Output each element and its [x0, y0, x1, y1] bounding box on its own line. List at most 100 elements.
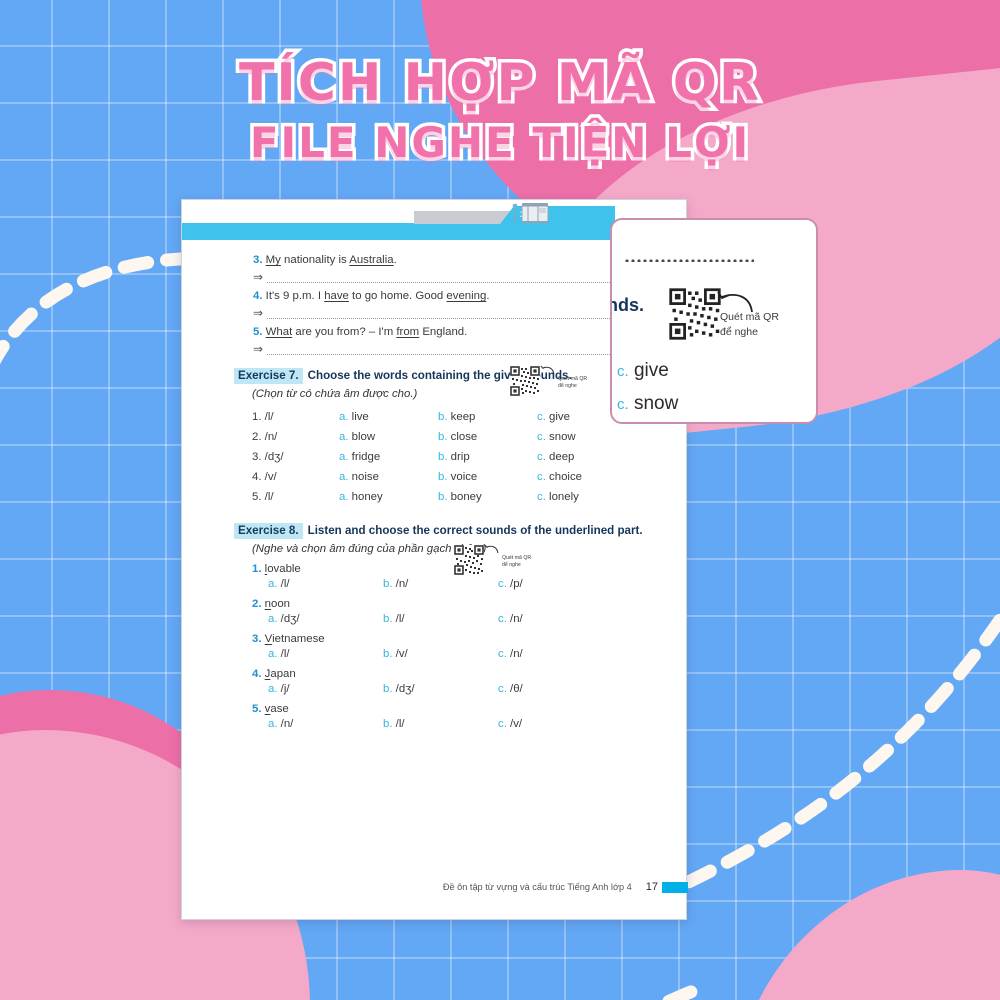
- question-number: 3.: [253, 254, 263, 266]
- option-c[interactable]: c. snow: [537, 431, 576, 443]
- option-c[interactable]: c. lonely: [537, 491, 579, 503]
- arrow-icon: ⇒: [253, 342, 264, 356]
- magnified-dotted-line: [624, 258, 754, 262]
- magnified-option-2-letter: c.: [617, 396, 629, 413]
- qr-code-icon[interactable]: [510, 366, 540, 396]
- qr-caption-line-1: Quét mã QR: [558, 376, 588, 382]
- q4-part-5: .: [486, 290, 490, 302]
- qr-caption-line-2: để nghe: [558, 383, 577, 389]
- option-a[interactable]: a. /l/: [268, 648, 290, 660]
- option-b[interactable]: b. /n/: [383, 578, 409, 590]
- exercise-8-badge: Exercise 8.: [234, 523, 303, 539]
- table-row: 4. /v/ a. noise b. voice c. choice: [252, 467, 688, 487]
- exercise-7-heading: Exercise 7. Choose the words containing …: [182, 368, 688, 384]
- exercise-7-subtitle: (Chọn từ có chứa âm được cho.): [252, 388, 418, 400]
- option-b[interactable]: b. close: [438, 431, 478, 443]
- list-item: 1. lovable: [252, 563, 301, 575]
- exercise-8-heading: Exercise 8. Listen and choose the correc…: [182, 523, 688, 539]
- dotted-answer-line[interactable]: [267, 308, 618, 319]
- curved-arrow-icon: [484, 544, 499, 554]
- option-b[interactable]: b. keep: [438, 411, 476, 423]
- option-a[interactable]: a. blow: [339, 431, 376, 443]
- option-b[interactable]: b. voice: [438, 471, 478, 483]
- option-a[interactable]: a. /n/: [268, 718, 294, 730]
- option-c[interactable]: c. /n/: [498, 648, 523, 660]
- option-b[interactable]: b. /dʒ/: [383, 683, 415, 695]
- banner-grey-strip: [414, 211, 524, 224]
- q3-part-4: .: [393, 254, 397, 266]
- option-a[interactable]: a. fridge: [339, 451, 381, 463]
- row-index: 4. /v/: [252, 471, 277, 483]
- row-index: 1. /l/: [252, 411, 274, 423]
- option-c[interactable]: c. choice: [537, 471, 582, 483]
- magnified-option-1-word: give: [633, 360, 669, 381]
- magnified-sounds-text: nds.: [610, 295, 645, 315]
- option-row: a. /l/ b. /n/ c. /p/: [182, 578, 688, 590]
- table-row: 2. /n/ a. blow b. close c. snow: [252, 427, 688, 447]
- answer-blank-row[interactable]: ⇒: [182, 343, 688, 355]
- dashed-curve-left-icon: [0, 251, 277, 365]
- magnified-option-1[interactable]: c. give: [617, 360, 669, 382]
- question-number: 4.: [253, 290, 263, 302]
- option-c[interactable]: c. /v/: [498, 718, 523, 730]
- q3-part-1: My: [265, 254, 281, 266]
- magnified-option-2[interactable]: c. snow: [617, 393, 678, 415]
- option-a[interactable]: a. live: [339, 411, 369, 423]
- exercise-8-subtitle: (Nghe và chọn âm đúng của phần gạch chân…: [252, 543, 487, 555]
- q4-part-1: It's 9 p.m. I: [265, 290, 325, 302]
- question-line: 5. What are you from? – I'm from England…: [182, 324, 688, 340]
- underlined-letter: V: [264, 633, 273, 645]
- option-c[interactable]: c. give: [537, 411, 570, 423]
- magnified-qr-caption: Quét mã QR để nghe: [720, 310, 779, 340]
- page-footer: Đề ôn tập từ vựng và cấu trúc Tiếng Anh …: [182, 881, 688, 893]
- option-b[interactable]: b. /l/: [383, 718, 405, 730]
- exercise-7-title: Choose the words containing the given so…: [307, 369, 572, 382]
- magnifier-popup[interactable]: nds.: [610, 218, 818, 424]
- option-b[interactable]: b. /l/: [383, 613, 405, 625]
- dashed-curve-right-icon: [660, 613, 1000, 1000]
- q5-part-2: are you from? – I'm: [292, 326, 397, 338]
- qr-code-icon[interactable]: [454, 545, 484, 575]
- option-a[interactable]: a. honey: [339, 491, 383, 503]
- dotted-answer-line[interactable]: [267, 344, 618, 355]
- question-line: 3. My nationality is Australia.: [182, 252, 688, 268]
- magnified-option-1-letter: c.: [617, 363, 629, 380]
- q4-part-3: to go home. Good: [348, 290, 447, 302]
- exercise-8-qr-caption: Quét mã QR để nghe: [502, 545, 531, 569]
- dotted-answer-line[interactable]: [267, 272, 618, 283]
- option-c[interactable]: c. /p/: [498, 578, 523, 590]
- arrow-icon: ⇒: [253, 270, 264, 284]
- magnified-qr-caption-line-2: để nghe: [720, 326, 758, 338]
- qr-caption-line-2: để nghe: [502, 562, 521, 568]
- magnified-qr-code-icon[interactable]: [669, 288, 721, 340]
- option-b[interactable]: b. boney: [438, 491, 482, 503]
- exercise-7-qr-stamp[interactable]: Quét mã QR để nghe: [510, 365, 588, 396]
- exercise-8-qr-stamp[interactable]: Quét mã QR để nghe: [454, 544, 531, 575]
- answer-blank-row[interactable]: ⇒: [182, 271, 688, 283]
- answer-blank-row[interactable]: ⇒: [182, 307, 688, 319]
- workbook-page: xx 3. My nationality is Australia. ⇒: [181, 199, 688, 920]
- row-index: 3. /dʒ/: [252, 451, 284, 463]
- option-row: a. /n/ b. /l/ c. /v/: [182, 718, 688, 730]
- page-header-banner: [182, 223, 688, 240]
- option-c[interactable]: c. /n/: [498, 613, 523, 625]
- option-row: a. /j/ b. /dʒ/ c. /θ/: [182, 683, 688, 695]
- option-a[interactable]: a. /dʒ/: [268, 613, 300, 625]
- option-c[interactable]: c. /θ/: [498, 683, 523, 695]
- option-a[interactable]: a. /l/: [268, 578, 290, 590]
- option-b[interactable]: b. /v/: [383, 648, 408, 660]
- table-row: 3. /dʒ/ a. fridge b. drip c. deep: [252, 447, 688, 467]
- option-c[interactable]: c. deep: [537, 451, 575, 463]
- list-item: 2. noon: [252, 598, 291, 610]
- underlined-letter: J: [264, 668, 271, 680]
- table-row: 1. /l/ a. live b. keep c. give: [252, 407, 688, 427]
- q5-part-1: What: [265, 326, 293, 338]
- magnified-option-2-word: snow: [633, 393, 679, 414]
- option-a[interactable]: a. noise: [339, 471, 379, 483]
- exercise-8-block: Exercise 8. Listen and choose the correc…: [182, 523, 688, 730]
- magnified-curved-arrow-icon: [717, 291, 753, 313]
- option-a[interactable]: a. /j/: [268, 683, 290, 695]
- footer-title: Đề ôn tập từ vựng và cấu trúc Tiếng Anh …: [442, 882, 632, 892]
- option-b[interactable]: b. drip: [438, 451, 470, 463]
